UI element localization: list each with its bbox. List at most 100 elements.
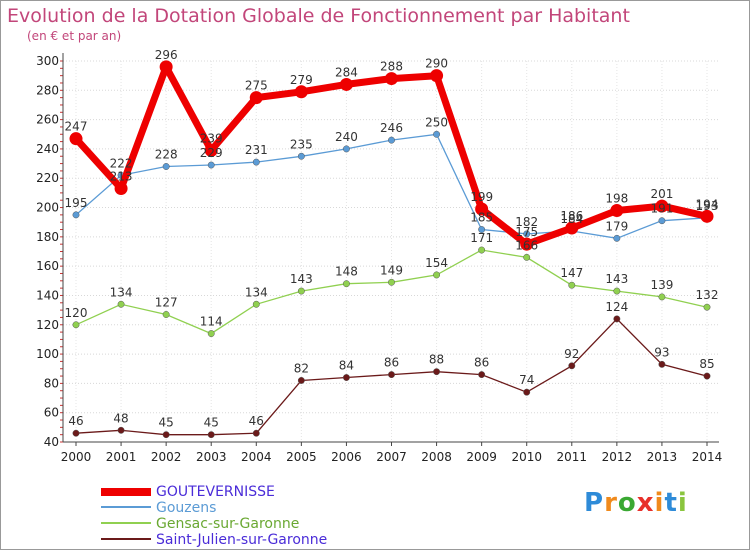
data-point [568, 281, 576, 289]
data-point [294, 85, 308, 99]
data-point [297, 287, 305, 295]
legend-label: Saint-Julien-sur-Garonne [156, 532, 328, 548]
data-label: 195 [65, 196, 88, 210]
y-tick-label: 180 [36, 230, 59, 244]
data-label: 134 [245, 285, 268, 299]
data-point [114, 181, 128, 195]
data-point [252, 300, 260, 308]
x-tick-label: 2004 [241, 450, 272, 464]
x-tick-label: 2011 [557, 450, 588, 464]
data-point [162, 311, 170, 318]
data-label: 74 [519, 373, 534, 387]
data-label: 175 [515, 225, 538, 239]
y-tick-label: 200 [36, 201, 59, 215]
data-label: 147 [560, 266, 583, 280]
y-tick-label: 100 [36, 347, 59, 361]
data-point [610, 203, 624, 217]
line-chart: 40 60 80 100 120 140 160 180 200 220 240 260 280 300 2… [36, 48, 722, 464]
data-point [117, 300, 125, 308]
data-point [388, 136, 395, 144]
data-point [523, 230, 531, 238]
data-point [339, 77, 353, 91]
data-label: 194 [696, 197, 719, 211]
data-label: 93 [654, 345, 669, 359]
data-point [249, 91, 263, 105]
data-point [297, 377, 305, 384]
data-point [433, 271, 441, 279]
data-label: 185 [470, 211, 493, 225]
data-label: 143 [290, 272, 313, 286]
data-label: 82 [294, 361, 309, 375]
data-point [433, 130, 441, 138]
data-label: 222 [110, 156, 133, 170]
data-point [658, 360, 666, 368]
data-point [430, 69, 444, 83]
data-point [162, 163, 170, 170]
y-tick-label: 240 [36, 142, 59, 156]
x-tick-label: 2007 [376, 450, 407, 464]
proxiti-logo: Proxiti [584, 488, 688, 518]
data-point [117, 426, 125, 434]
legend-swatch [101, 522, 151, 524]
data-label: 171 [470, 231, 493, 245]
data-label: 186 [560, 209, 583, 223]
data-label: 284 [335, 65, 358, 79]
data-label: 201 [650, 187, 673, 201]
data-label: 149 [380, 263, 403, 277]
data-point [342, 374, 350, 381]
data-point [342, 145, 350, 153]
data-point [69, 132, 83, 146]
x-tick-label: 2008 [421, 450, 452, 464]
x-tick-label: 2005 [286, 450, 317, 464]
data-point [478, 226, 486, 233]
data-point [568, 362, 576, 370]
chart-subtitle: (en € et par an) [27, 29, 122, 43]
data-point [72, 429, 80, 437]
data-point [655, 199, 669, 213]
data-point [703, 303, 711, 311]
x-tick-label: 2006 [331, 450, 362, 464]
logo-letter: x [636, 488, 655, 518]
data-label: 231 [245, 143, 268, 157]
data-point [613, 315, 621, 323]
data-point [433, 368, 441, 376]
x-tick-label: 2009 [466, 450, 497, 464]
logo-letter: t [664, 488, 678, 518]
data-label: 85 [699, 357, 714, 371]
data-label: 45 [159, 416, 174, 430]
y-tick-label: 40 [44, 435, 59, 449]
y-tick-label: 60 [44, 406, 59, 420]
data-point [523, 253, 531, 261]
data-label: 191 [650, 202, 673, 216]
data-point [252, 158, 260, 166]
x-tick-label: 2003 [196, 450, 227, 464]
x-tick-label: 2000 [61, 450, 92, 464]
data-point [297, 152, 305, 160]
data-label: 279 [290, 73, 313, 87]
data-point [207, 161, 215, 169]
data-label: 45 [204, 416, 219, 430]
logo-letter: i [677, 488, 688, 518]
x-tick-label: 2010 [511, 450, 542, 464]
data-point [613, 287, 621, 295]
y-tick-label: 280 [36, 83, 59, 97]
data-point [162, 431, 170, 439]
data-label: 228 [155, 148, 178, 162]
data-point [703, 372, 711, 380]
data-label: 86 [474, 356, 489, 370]
data-label: 92 [564, 347, 579, 361]
data-point [342, 280, 350, 288]
legend-label: GOUTEVERNISSE [156, 484, 275, 500]
data-point [565, 221, 579, 235]
y-tick-label: 140 [36, 288, 59, 302]
data-point [388, 371, 395, 379]
data-point [478, 246, 486, 254]
legend-swatch [101, 506, 151, 508]
data-point [658, 217, 666, 225]
data-point [613, 234, 621, 242]
x-tick-label: 2001 [106, 450, 137, 464]
data-label: 290 [425, 57, 448, 71]
x-tick-label: 2002 [151, 450, 182, 464]
y-tick-label: 120 [36, 318, 59, 332]
